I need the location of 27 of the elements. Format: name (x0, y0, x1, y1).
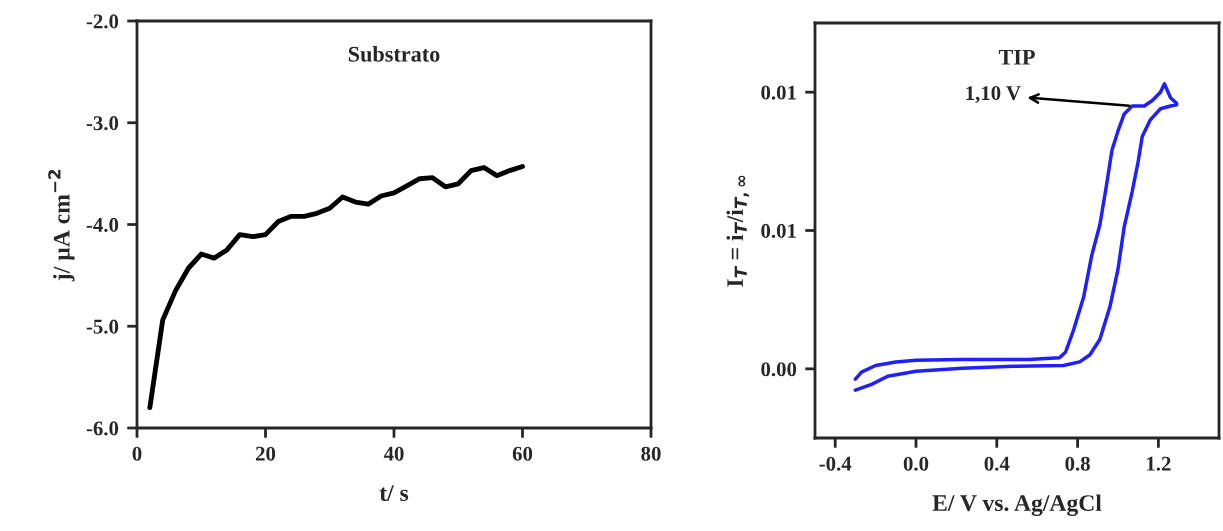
y-axis-title: j/ µA cm$^{−2}$ (48, 170, 75, 282)
y-tick-label: -4.0 (86, 217, 119, 233)
x-tick-label: 0.8 (1065, 456, 1090, 471)
annotation: 1,10 V (966, 86, 1021, 104)
x-axis-title: E/ V vs. Ag/AgCl (932, 494, 1102, 516)
y-tick-label: -3.0 (86, 116, 119, 131)
line-series (147, 164, 525, 411)
text: Substrato (348, 46, 440, 62)
x-tick-label: 0.4 (984, 456, 1010, 471)
x-tick-label: 0 (132, 446, 142, 461)
text: TIP (998, 49, 1035, 65)
x-tick-label: 0.0 (903, 456, 929, 471)
x-tick-label: 60 (512, 446, 533, 461)
y-tick-label: -6.0 (86, 421, 119, 436)
x-tick-label: 40 (383, 446, 404, 461)
x-axis-title: t/ s (379, 485, 409, 502)
x-tick-label: 80 (641, 446, 661, 461)
y-tick-label: 0.01 (761, 223, 796, 239)
y-axis-title: I$_{T}$ = i$_{T}$/i$_{T,∞}$ (726, 175, 750, 287)
x-tick-label: 1.2 (1147, 456, 1171, 471)
line-series (853, 82, 1179, 392)
y-tick-label: -2.0 (86, 14, 119, 29)
x-tick-label: 20 (255, 446, 276, 461)
y-tick-label: 0.00 (761, 362, 797, 377)
x-tick-label: -0.4 (819, 456, 852, 471)
y-tick-label: -5.0 (86, 319, 119, 334)
y-tick-label: 0.01 (761, 85, 796, 100)
